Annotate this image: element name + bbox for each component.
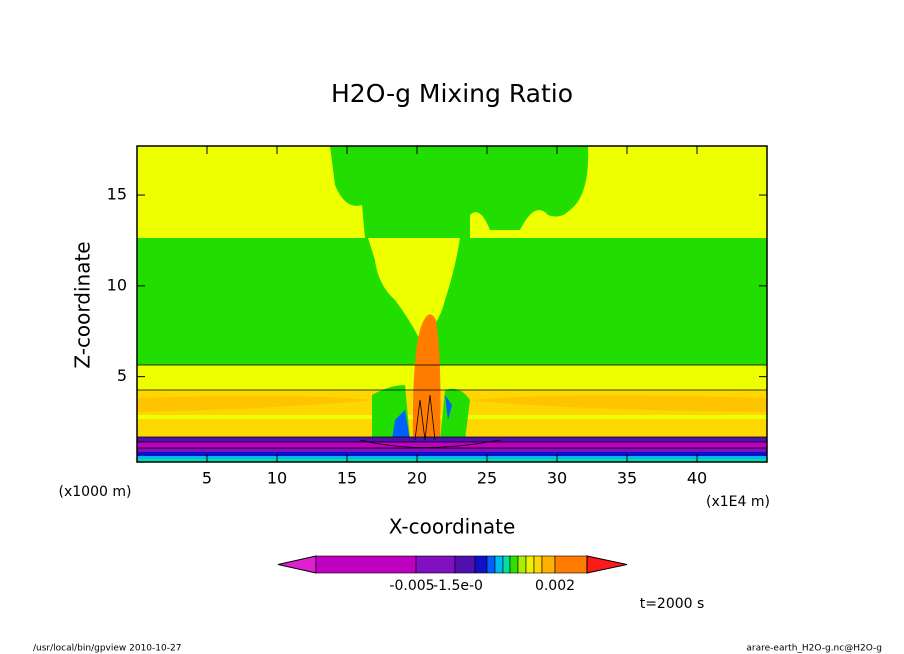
- x-tick-label: 15: [337, 469, 357, 488]
- annotation: t=2000 s: [640, 596, 705, 612]
- gold-inner: [137, 395, 767, 412]
- x-tick-label: 35: [617, 469, 637, 488]
- y-unit-label: (x1000 m): [59, 484, 132, 500]
- colorbar-label: -0.005: [389, 578, 434, 594]
- x-axis-label: X-coordinate: [389, 515, 516, 539]
- y-tick-label: 10: [107, 275, 127, 294]
- y-axis-label: Z-coordinate: [71, 241, 95, 368]
- colorbar-segment: [509, 555, 519, 574]
- y-tick-label: 15: [107, 185, 127, 204]
- x-tick-label: 40: [687, 469, 707, 488]
- yellow-plume: [368, 238, 460, 340]
- colorbar-segment: [415, 555, 456, 574]
- colorbar-label: -1.5e-0: [433, 578, 483, 594]
- magenta-stripe: [137, 442, 767, 448]
- colorbar-segment: [474, 555, 488, 574]
- colorbar-segment: [533, 555, 543, 574]
- colorbar-arrow-left: [277, 555, 317, 574]
- purple-stripe: [137, 437, 767, 442]
- orange-column: [412, 314, 441, 440]
- x-tick-label: 20: [407, 469, 427, 488]
- x-tick-label: 10: [267, 469, 287, 488]
- contour-lines: [137, 364, 767, 449]
- teal-stripe: [137, 459, 767, 462]
- colorbar-segment: [525, 555, 535, 574]
- x-tick-label: 5: [202, 469, 212, 488]
- colorbar-segment: [486, 555, 496, 574]
- colorbar-segment: [541, 555, 556, 574]
- violet-stripe: [137, 448, 767, 452]
- colorbar-segment: [454, 555, 476, 574]
- green-region: [330, 146, 589, 238]
- cyan-stripe: [137, 456, 767, 459]
- blue-patch: [392, 395, 452, 440]
- plot-frame: [136, 145, 768, 463]
- y-tick-label: 5: [117, 366, 127, 385]
- x-tick-label: 25: [477, 469, 497, 488]
- colorbar-segment: [494, 555, 504, 574]
- blue-stripe: [137, 452, 767, 456]
- colorbar-segment: [517, 555, 527, 574]
- chart-title: H2O-g Mixing Ratio: [331, 79, 573, 108]
- colorbar-segment: [554, 555, 588, 574]
- colorbar-segment: [315, 555, 417, 574]
- footer-right: arare-earth_H2O-g.nc@H2O-g: [746, 644, 882, 654]
- x-unit-label: (x1E4 m): [706, 494, 770, 510]
- footer-left: /usr/local/bin/gpview 2010-10-27: [33, 644, 181, 654]
- colorbar-arrow-right: [586, 555, 628, 574]
- colorbar-label: 0.002: [535, 578, 575, 594]
- green-band: [137, 238, 767, 365]
- x-tick-label: 30: [547, 469, 567, 488]
- colorbar-segment: [502, 555, 511, 574]
- contour-field: [137, 146, 767, 462]
